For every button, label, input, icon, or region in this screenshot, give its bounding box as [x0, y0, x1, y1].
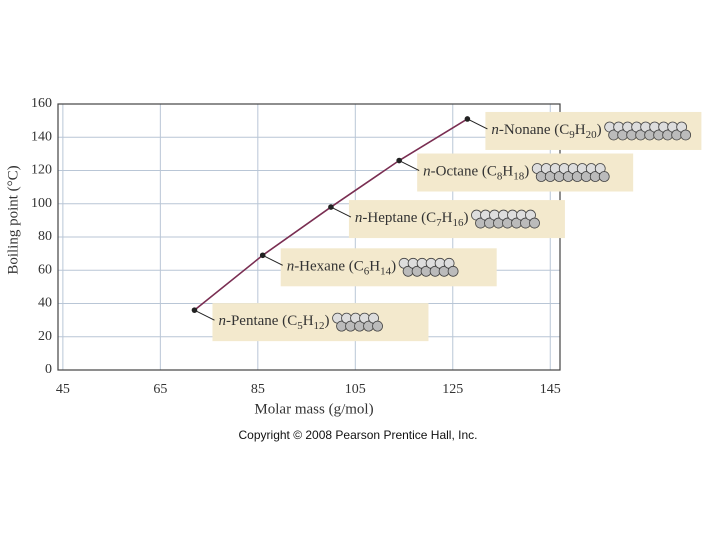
annotation-label: n-Octane (C8H18) — [423, 164, 529, 182]
data-point — [464, 116, 471, 122]
x-tick-label: 105 — [345, 382, 366, 397]
annotation-label: n-Nonane (C9H20) — [491, 122, 601, 140]
annotation-label: n-Pentane (C5H12) — [218, 314, 329, 332]
y-tick-label: 0 — [45, 362, 52, 377]
leader-line — [398, 160, 420, 171]
y-tick-label: 160 — [31, 96, 52, 111]
molecule-atom — [529, 217, 540, 229]
leader-line — [467, 118, 488, 130]
y-tick-label: 140 — [31, 129, 52, 144]
annotation-box — [212, 303, 429, 342]
x-axis-label: Molar mass (g/mol) — [254, 401, 373, 417]
x-tick-label: 65 — [153, 382, 167, 397]
molecule-atom — [372, 320, 383, 332]
molecule-atom — [447, 265, 459, 277]
x-tick-label: 85 — [251, 382, 265, 397]
y-tick-label: 40 — [38, 296, 52, 311]
leader-line — [330, 206, 352, 218]
y-tick-label: 20 — [38, 329, 52, 344]
molecule-atom — [680, 129, 692, 141]
leader-line — [194, 309, 215, 321]
x-tick-label: 145 — [540, 382, 561, 397]
leader-line — [262, 254, 283, 266]
y-tick-label: 60 — [38, 262, 52, 277]
y-tick-label: 120 — [31, 163, 52, 178]
molecule-atom — [598, 171, 610, 182]
copyright: Copyright © 2008 Pearson Prentice Hall, … — [239, 428, 478, 442]
annotation-box — [280, 248, 497, 287]
annotation-label: n-Heptane (C7H16) — [355, 211, 469, 229]
annotation-label: n-Hexane (C6H14) — [287, 259, 396, 277]
y-tick-label: 100 — [31, 196, 52, 211]
y-tick-label: 80 — [38, 229, 52, 244]
x-tick-label: 125 — [442, 382, 463, 397]
x-tick-label: 45 — [56, 382, 70, 397]
y-axis-label: Boiling point (°C) — [5, 165, 21, 274]
